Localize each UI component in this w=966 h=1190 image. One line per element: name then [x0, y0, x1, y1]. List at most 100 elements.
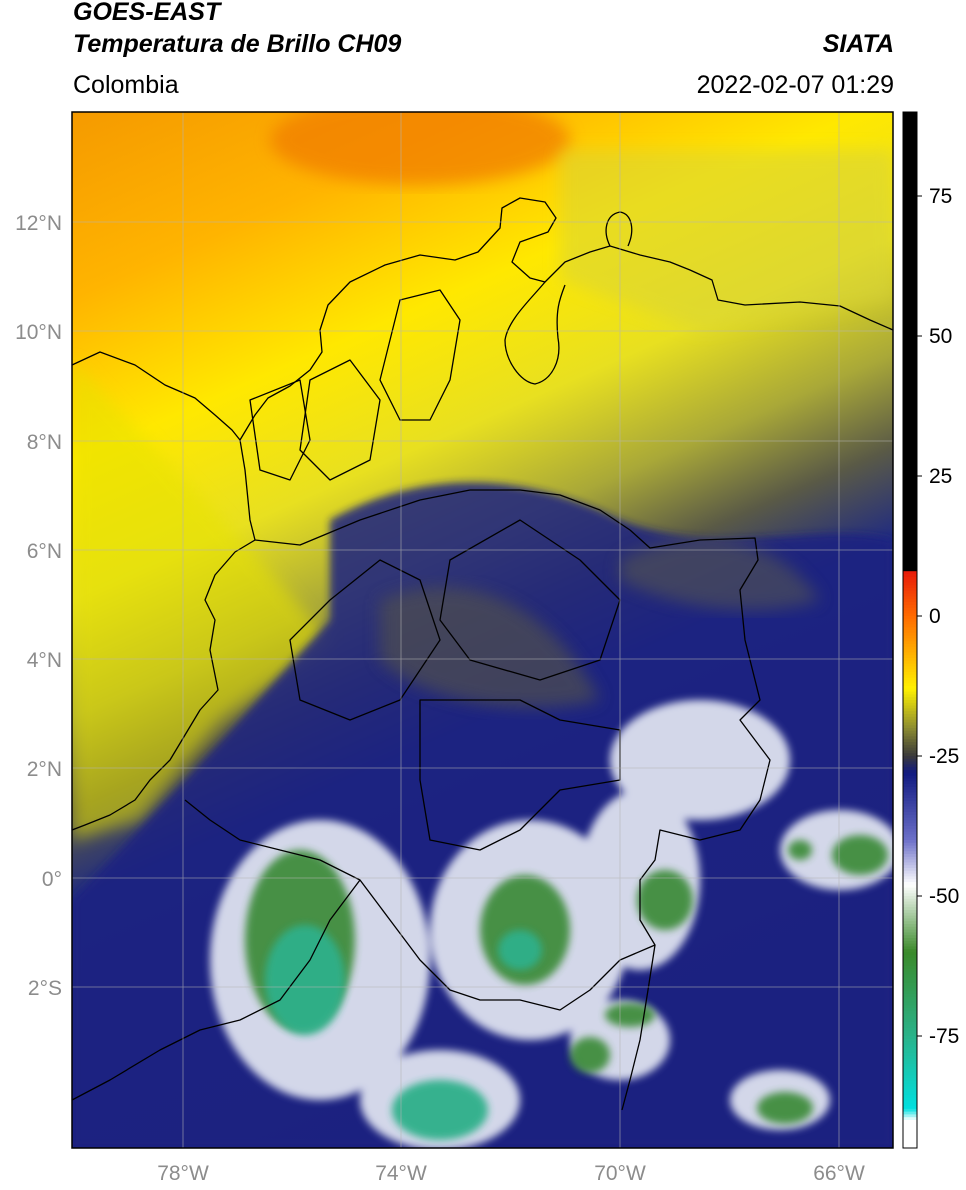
colorbar-segment	[903, 333, 917, 337]
colorbar-segment	[903, 114, 917, 119]
colorbar-segment	[903, 218, 917, 222]
department-border-1	[419, 699, 621, 851]
lat-tick-label: 0°	[42, 868, 62, 891]
colorbar-segment	[903, 554, 917, 558]
colorbar-segment	[903, 764, 917, 768]
colorbar-segment	[903, 534, 917, 539]
colorbar-segment	[903, 890, 917, 894]
colorbar-segment	[903, 428, 917, 432]
colorbar-segment	[903, 781, 917, 785]
colorbar-segment	[903, 630, 917, 634]
lat-axis: 12°N 10°N 8°N 6°N 4°N 2°N 0° 2°S	[15, 212, 62, 1000]
colorbar-segment	[903, 854, 917, 858]
colorbar-segment	[903, 884, 917, 889]
colorbar-segment	[903, 448, 917, 452]
colorbar-segment	[903, 658, 917, 662]
colorbar-segment	[903, 1050, 917, 1054]
colorbar-segment	[903, 767, 917, 771]
colorbar-segment	[903, 1100, 917, 1104]
colorbar-segment	[903, 618, 917, 623]
colorbar-tick-label: -75	[929, 1025, 959, 1048]
colorbar-segment	[903, 310, 917, 315]
colorbar-segment	[903, 341, 917, 345]
colorbar-segment	[903, 336, 917, 340]
colorbar-segment	[903, 1016, 917, 1020]
colorbar-segment	[903, 431, 917, 435]
lon-axis: 78°W 74°W 70°W 66°W	[157, 1162, 865, 1185]
colorbar-segment	[903, 131, 917, 135]
colorbar-tick-label: -50	[929, 885, 959, 908]
colorbar-segment	[903, 873, 917, 877]
department-border-5	[299, 359, 381, 481]
colorbar-segment	[903, 193, 917, 197]
colorbar-segment	[903, 268, 917, 273]
colorbar-segment	[903, 456, 917, 460]
colorbar-segment	[903, 159, 917, 163]
colorbar-segment	[903, 473, 917, 477]
colorbar-segment	[903, 406, 917, 410]
colorbar-segment	[903, 434, 917, 438]
colorbar-segment	[903, 812, 917, 816]
colorbar-segment	[903, 694, 917, 698]
colorbar-segment	[903, 803, 917, 807]
colorbar-segment	[903, 994, 917, 998]
colorbar-segment	[903, 744, 917, 749]
colorbar-segment	[903, 308, 917, 312]
colorbar-segment	[903, 753, 917, 757]
colorbar-segment	[903, 1111, 917, 1115]
colorbar-segment	[903, 725, 917, 729]
lat-tick-label: 10°N	[15, 321, 62, 344]
colorbar: 75 50 25 0 -25 -50 -75	[902, 111, 959, 1149]
colorbar-ticks: 75 50 25 0 -25 -50 -75	[917, 185, 959, 1048]
colorbar-segment	[903, 436, 917, 441]
colorbar-segment	[903, 484, 917, 488]
colorbar-segment	[903, 1080, 917, 1085]
colorbar-segment	[903, 282, 917, 287]
colorbar-segment	[903, 666, 917, 670]
colorbar-segment	[903, 716, 917, 721]
colorbar-segment	[903, 960, 917, 964]
colorbar-segment	[903, 294, 917, 298]
colorbar-segment	[903, 274, 917, 278]
colorbar-segment	[903, 641, 917, 645]
colorbar-segment	[903, 389, 917, 393]
colorbar-segment	[903, 1078, 917, 1082]
colorbar-segment	[903, 876, 917, 880]
lat-tick-label: 12°N	[15, 212, 62, 235]
colorbar-segment	[903, 918, 917, 922]
colorbar-segment	[903, 996, 917, 1001]
colorbar-segment	[903, 820, 917, 824]
colorbar-segment	[903, 1066, 917, 1071]
colorbar-segment	[903, 579, 917, 583]
colorbar-segment	[903, 610, 917, 614]
colorbar-segment	[903, 901, 917, 905]
colorbar-segment	[903, 462, 917, 466]
colorbar-segment	[903, 319, 917, 323]
colorbar-segment	[903, 1058, 917, 1062]
colorbar-segment	[903, 299, 917, 303]
colorbar-segment	[903, 501, 917, 505]
colorbar-segment	[903, 879, 917, 883]
colorbar-segment	[903, 940, 917, 945]
colorbar-segment	[903, 778, 917, 782]
colorbar-segment	[903, 806, 917, 810]
colorbar-segment	[903, 1036, 917, 1040]
colorbar-segment	[903, 184, 917, 189]
cold-tops-teal	[265, 925, 542, 1140]
colorbar-segment	[903, 924, 917, 928]
colorbar-segment	[903, 1122, 917, 1127]
colorbar-segment	[903, 814, 917, 819]
colorbar-segment	[903, 677, 917, 681]
colorbar-segment	[903, 1044, 917, 1048]
colorbar-segment	[903, 204, 917, 208]
colorbar-segment	[903, 394, 917, 399]
pacific-coast	[72, 439, 256, 831]
colorbar-segment	[903, 702, 917, 707]
colorbar-segment	[903, 926, 917, 931]
colorbar-segment	[903, 509, 917, 513]
colorbar-segment	[903, 445, 917, 449]
colorbar-segment	[903, 938, 917, 942]
ecuador-peru-border	[72, 879, 361, 1101]
colorbar-segment	[903, 467, 917, 471]
lat-tick-label: 8°N	[27, 431, 62, 454]
